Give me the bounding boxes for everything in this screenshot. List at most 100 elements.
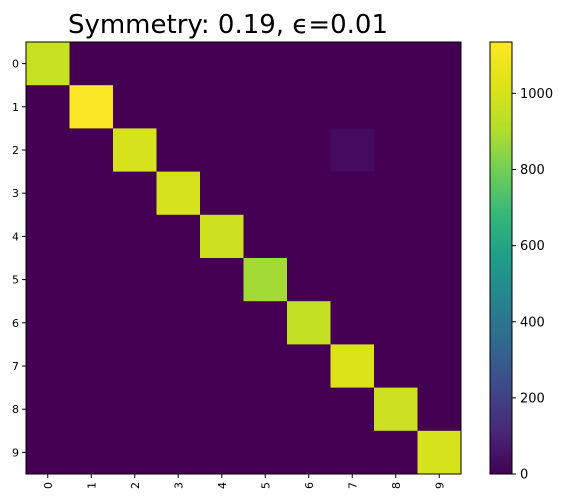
heatmap-cell-0-3	[157, 42, 201, 86]
heatmap-cell-6-7	[331, 301, 375, 345]
heatmap-cell-8-1	[70, 388, 114, 432]
y-tick-label: 0	[12, 58, 19, 71]
heatmap-cell-9-8	[374, 431, 418, 475]
x-tick-label: 9	[433, 482, 446, 489]
heatmap-cell-5-9	[418, 258, 462, 302]
heatmap-cell-7-6	[287, 344, 331, 388]
heatmap-cell-3-0	[26, 172, 70, 216]
heatmap-cell-5-2	[113, 258, 157, 302]
heatmap-cell-9-7	[331, 431, 375, 475]
colorbar-tick-label: 1000	[520, 87, 553, 102]
heatmap-cell-9-2	[113, 431, 157, 475]
heatmap-cell-9-0	[26, 431, 70, 475]
heatmap-cell-6-4	[200, 301, 244, 345]
heatmap-cells	[26, 42, 462, 475]
heatmap-cell-6-9	[418, 301, 462, 345]
y-axis-ticks: 0 1 2 3 4 5 6 7 8 9	[12, 58, 26, 460]
heatmap-cell-6-1	[70, 301, 114, 345]
colorbar-tick-label: 400	[520, 315, 545, 330]
heatmap-cell-8-0	[26, 388, 70, 432]
heatmap-cell-8-4	[200, 388, 244, 432]
heatmap-cell-5-8	[374, 258, 418, 302]
heatmap-cell-5-4	[200, 258, 244, 302]
heatmap-cell-6-8	[374, 301, 418, 345]
heatmap-cell-8-2	[113, 388, 157, 432]
heatmap-cell-1-5	[244, 85, 288, 129]
heatmap-cell-9-6	[287, 431, 331, 475]
x-axis-ticks: 0123456789	[42, 474, 447, 489]
colorbar-tick-label: 200	[520, 391, 545, 406]
heatmap-cell-5-1	[70, 258, 114, 302]
heatmap-cell-3-9	[418, 172, 462, 216]
colorbar-tick-label: 800	[520, 163, 545, 178]
x-tick-label: 8	[390, 482, 403, 489]
heatmap-cell-8-5	[244, 388, 288, 432]
heatmap-cell-6-3	[157, 301, 201, 345]
heatmap-cell-6-6	[287, 301, 331, 345]
heatmap-cell-1-7	[331, 85, 375, 129]
heatmap-cell-7-5	[244, 344, 288, 388]
heatmap-cell-7-8	[374, 344, 418, 388]
heatmap-cell-9-1	[70, 431, 114, 475]
heatmap-cell-0-0	[26, 42, 70, 86]
heatmap-cell-3-1	[70, 172, 114, 216]
heatmap-cell-5-6	[287, 258, 331, 302]
heatmap-cell-5-7	[331, 258, 375, 302]
heatmap-cell-5-0	[26, 258, 70, 302]
colorbar	[490, 42, 512, 474]
heatmap-cell-2-7	[331, 128, 375, 172]
x-tick-label: 5	[259, 482, 272, 489]
heatmap-cell-8-3	[157, 388, 201, 432]
heatmap-cell-8-9	[418, 388, 462, 432]
heatmap-cell-0-9	[418, 42, 462, 86]
heatmap-cell-4-1	[70, 215, 114, 259]
heatmap-cell-9-5	[244, 431, 288, 475]
heatmap-cell-6-5	[244, 301, 288, 345]
heatmap-cell-1-6	[287, 85, 331, 129]
heatmap-cell-9-4	[200, 431, 244, 475]
x-tick-label: 3	[172, 482, 185, 489]
x-tick-label: 2	[129, 482, 142, 489]
y-tick-label: 2	[12, 144, 19, 157]
heatmap-cell-1-9	[418, 85, 462, 129]
heatmap-cell-7-3	[157, 344, 201, 388]
heatmap-cell-8-6	[287, 388, 331, 432]
x-tick-label: 1	[85, 482, 98, 489]
heatmap-cell-1-4	[200, 85, 244, 129]
heatmap-cell-2-9	[418, 128, 462, 172]
heatmap-cell-2-8	[374, 128, 418, 172]
heatmap-cell-2-0	[26, 128, 70, 172]
heatmap-cell-0-6	[287, 42, 331, 86]
heatmap-cell-6-0	[26, 301, 70, 345]
heatmap-cell-7-2	[113, 344, 157, 388]
heatmap-cell-4-8	[374, 215, 418, 259]
heatmap-cell-4-0	[26, 215, 70, 259]
heatmap-cell-9-3	[157, 431, 201, 475]
heatmap-cell-0-8	[374, 42, 418, 86]
heatmap-cell-4-7	[331, 215, 375, 259]
heatmap-cell-4-2	[113, 215, 157, 259]
heatmap-cell-0-4	[200, 42, 244, 86]
x-tick-label: 7	[346, 482, 359, 489]
heatmap-cell-7-9	[418, 344, 462, 388]
heatmap-cell-9-9	[418, 431, 462, 475]
heatmap-cell-3-6	[287, 172, 331, 216]
heatmap-cell-4-9	[418, 215, 462, 259]
y-tick-label: 8	[12, 403, 19, 416]
heatmap-cell-3-5	[244, 172, 288, 216]
heatmap-cell-4-5	[244, 215, 288, 259]
heatmap-cell-3-4	[200, 172, 244, 216]
y-tick-label: 5	[12, 274, 19, 287]
heatmap-cell-0-7	[331, 42, 375, 86]
heatmap-cell-2-2	[113, 128, 157, 172]
chart-title: Symmetry: 0.19, ϵ=0.01	[68, 10, 388, 40]
heatmap-cell-3-2	[113, 172, 157, 216]
heatmap-cell-4-3	[157, 215, 201, 259]
heatmap-cell-0-2	[113, 42, 157, 86]
heatmap-cell-2-1	[70, 128, 114, 172]
x-tick-label: 6	[303, 482, 316, 489]
heatmap-cell-2-3	[157, 128, 201, 172]
heatmap-cell-2-6	[287, 128, 331, 172]
heatmap-cell-0-1	[70, 42, 114, 86]
colorbar-ticks: 02004006008001000	[512, 87, 553, 483]
